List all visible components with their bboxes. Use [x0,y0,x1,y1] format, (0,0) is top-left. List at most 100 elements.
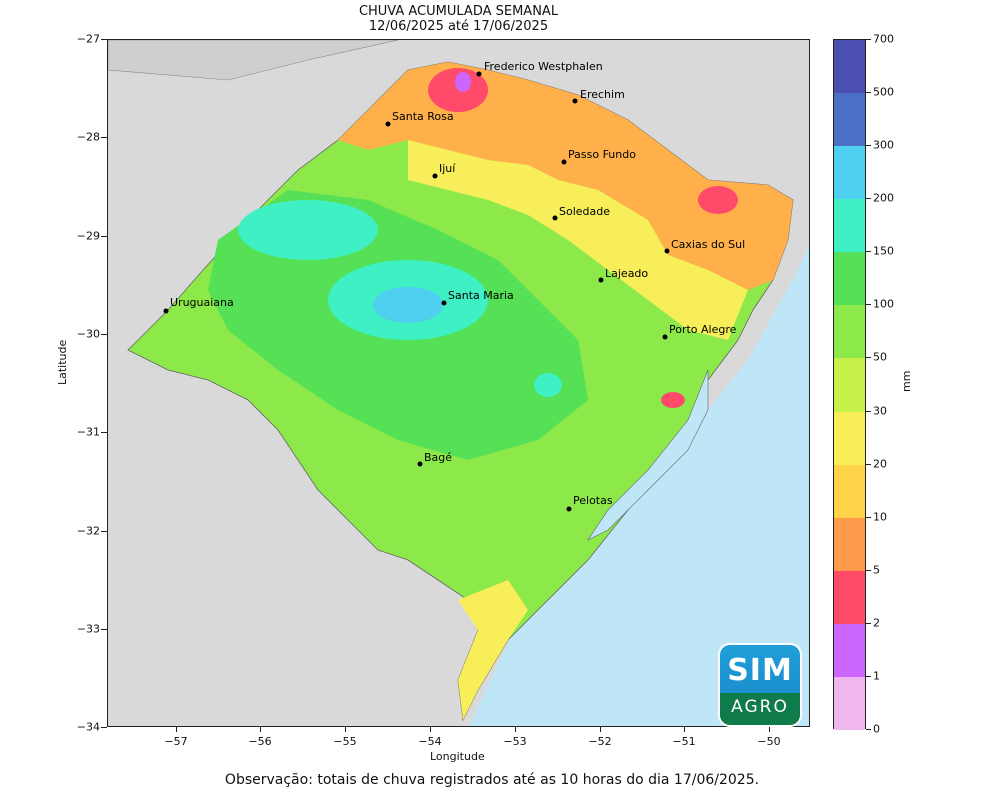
colorbar-segment [834,676,865,731]
city-label: Frederico Westphalen [484,60,603,73]
ytick-label: −34 [76,720,100,734]
xtick-label: −50 [757,735,781,748]
city-label: Ijuí [439,162,456,175]
map-title: CHUVA ACUMULADA SEMANAL 12/06/2025 até 1… [107,4,810,34]
colorbar-tick-mark [866,39,871,40]
ytick-label: −33 [76,622,100,636]
ytick-label: −30 [76,327,100,341]
colorbar-tick-label: 2 [873,616,880,630]
colorbar [833,39,866,731]
city-label: Santa Rosa [392,110,454,123]
title-line-2: 12/06/2025 até 17/06/2025 [368,19,549,34]
colorbar-segment [834,40,865,94]
city-marker [432,173,438,179]
xtick-label: −57 [164,735,188,748]
city-label: Porto Alegre [669,323,737,336]
zone-5-10mm-fw [428,68,488,112]
city-marker [662,334,668,340]
colorbar-tick-label: 150 [873,244,894,258]
colorbar-segment [834,252,865,306]
colorbar-tick-label: 100 [873,297,894,311]
colorbar-tick-label: 200 [873,191,894,205]
colorbar-tick-label: 1 [873,669,880,683]
xtick-label: −56 [248,735,272,748]
colorbar-tick-label: 300 [873,138,894,152]
city-label: Caxias do Sul [671,238,746,251]
colorbar-tick-mark [866,622,871,624]
footnote: Observação: totais de chuva registrados … [224,772,760,788]
ytick-mark [101,39,107,40]
ytick-label: −31 [76,425,100,439]
zone-20-30mm-north [338,62,793,290]
city-marker [163,308,169,314]
ytick-label: −28 [76,130,100,144]
xtick-label: −52 [588,735,612,748]
xtick-mark [176,727,177,732]
colorbar-tick-label: 500 [873,85,894,99]
city-marker [598,277,604,283]
colorbar-tick-mark [866,92,871,94]
ocean [468,244,809,726]
city-label: Pelotas [573,494,613,507]
lagoon [587,369,709,541]
xtick-label: −53 [503,735,527,748]
city-marker [476,71,482,77]
ytick-mark [101,629,107,630]
ytick-mark [101,334,107,335]
colorbar-tick-mark [866,198,871,200]
zone-150-200mm-west [238,200,378,260]
colorbar-segment [834,358,865,413]
colorbar-tick-mark [866,145,871,147]
city-marker [441,300,447,306]
colorbar-segment [834,93,865,147]
city-label: Santa Maria [448,289,514,302]
colorbar-tick-label: 50 [873,350,887,364]
colorbar-tick-label: 700 [873,32,894,46]
y-axis-label: Latitude [56,339,69,385]
city-marker [552,215,558,221]
colorbar-segment [834,570,865,625]
colorbar-segment [834,146,865,200]
zone-10-20mm-caxias [698,186,738,214]
colorbar-unit: mm [900,370,913,392]
title-line-1: CHUVA ACUMULADA SEMANAL [358,4,559,19]
city-label: Bagé [424,451,453,464]
colorbar-tick-mark [866,304,871,306]
xtick-label: −54 [418,735,442,748]
colorbar-tick-label: 0 [873,722,880,736]
city-marker [566,506,572,512]
city-label: Passo Fundo [568,148,636,161]
map-svg [108,40,809,726]
ytick-mark [101,432,107,433]
city-marker [664,248,670,254]
xtick-mark [345,727,346,732]
ytick-label: −29 [76,229,100,243]
ytick-label: −27 [76,32,100,46]
ytick-mark [101,531,107,532]
colorbar-tick-mark [866,357,871,359]
city-marker [417,461,423,467]
colorbar-tick-mark [866,569,871,571]
xtick-label: −51 [672,735,696,748]
city-label: Soledade [559,205,611,218]
zone-30-50mm [408,140,748,340]
city-marker [561,159,567,165]
ytick-mark [101,727,107,728]
zone-200-300mm [373,287,443,323]
colorbar-tick-mark [866,516,871,518]
xtick-mark [515,727,516,732]
x-axis-label: Longitude [430,750,485,763]
colorbar-tick-mark [866,675,871,677]
xtick-mark [769,727,770,732]
xtick-mark [684,727,685,732]
city-label: Erechim [580,88,625,101]
ytick-label: −32 [76,524,100,538]
ytick-mark [101,236,107,237]
city-label: Lajeado [605,267,649,280]
zone-30-50mm-south [458,580,528,720]
colorbar-tick-mark [866,251,871,253]
logo-text-agro: AGRO [731,697,789,717]
colorbar-tick-mark [866,410,871,412]
city-marker [572,98,578,104]
colorbar-tick-label: 30 [873,404,887,418]
